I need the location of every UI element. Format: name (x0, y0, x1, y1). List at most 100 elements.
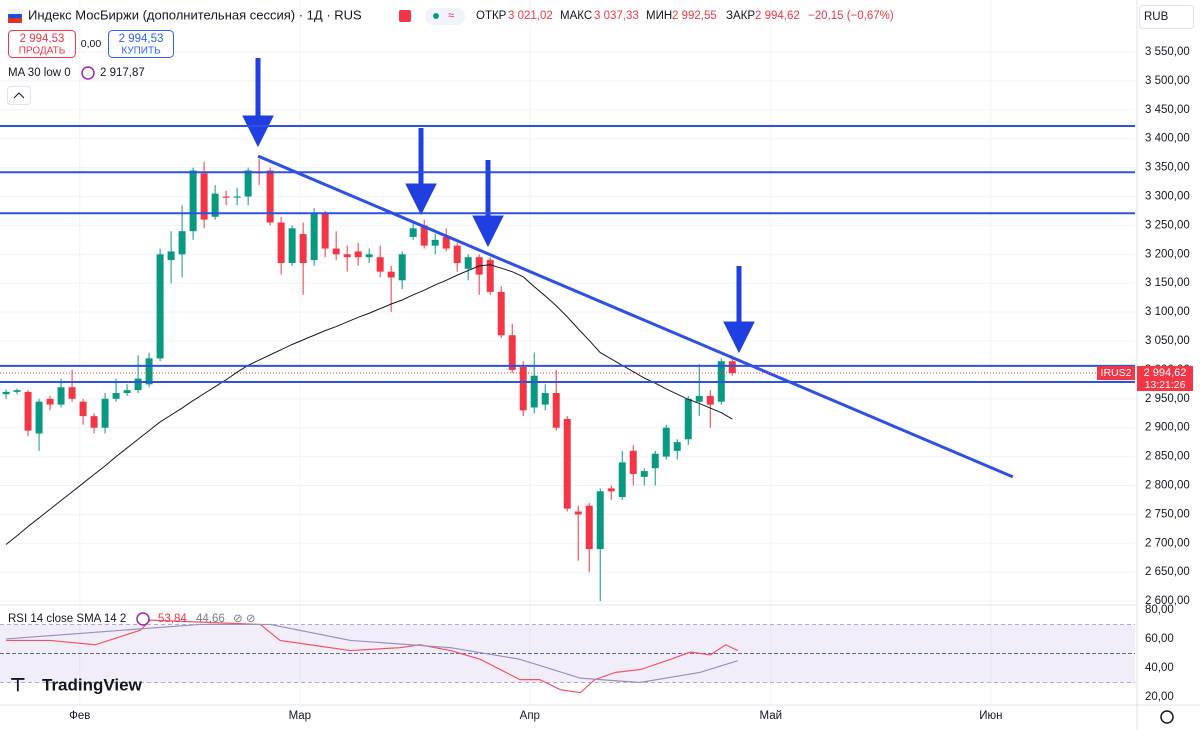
sell-label: ПРОДАТЬ (19, 46, 66, 57)
y-tick-label: 3 500,00 (1145, 75, 1190, 87)
y-tick-label: 3 350,00 (1145, 162, 1190, 174)
logo-mark: ⊤ (10, 675, 26, 695)
flag-stripe (8, 18, 22, 23)
price-tag-price: 2 994,62 (1144, 367, 1187, 379)
y-tick-label: 2 750,00 (1145, 508, 1190, 520)
candle-body (189, 170, 197, 232)
y-tick-label: 20,00 (1145, 691, 1174, 703)
candle-body (277, 222, 285, 263)
candle-body (728, 361, 736, 374)
candle-body (68, 387, 76, 399)
y-tick-label: 2 700,00 (1145, 537, 1190, 549)
price-tag (1137, 366, 1193, 392)
x-tick-label: Фев (69, 710, 90, 722)
sell-price: 2 994,53 (20, 33, 65, 45)
symbol-tag (1097, 366, 1135, 381)
candle-body (46, 398, 54, 405)
candle-body (596, 491, 604, 550)
high-label: МАКС (560, 10, 592, 22)
y-tick-label: 3 300,00 (1145, 191, 1190, 203)
candle-body (90, 416, 98, 428)
candle-body (24, 391, 32, 431)
candle-body (2, 391, 10, 395)
candle-body (453, 245, 461, 263)
y-tick-label: 2 950,00 (1145, 393, 1190, 405)
low-label: МИН (646, 10, 672, 22)
candle-body (541, 393, 549, 405)
y-tick-label: 2 900,00 (1145, 422, 1190, 434)
candle-body (211, 193, 219, 217)
x-tick-label: Апр (520, 710, 540, 722)
candle-body (563, 419, 571, 509)
rsi-icon[interactable] (136, 612, 150, 626)
candle-body (618, 462, 626, 498)
candle-body (178, 231, 186, 255)
candle-body (233, 196, 241, 198)
candle-body (321, 213, 329, 249)
candle-body (222, 196, 230, 198)
rsi-sma-value: 44,66 (196, 613, 225, 625)
close-label: ЗАКР (726, 10, 755, 22)
status-dot (433, 13, 439, 19)
spread: 0,00 (81, 38, 102, 50)
sell-button[interactable] (8, 30, 76, 58)
candle-body (464, 257, 472, 269)
collapse-button[interactable] (7, 86, 31, 105)
candle-body (442, 236, 450, 249)
currency-button[interactable] (1139, 5, 1194, 29)
settings-icon[interactable] (1160, 710, 1174, 724)
candle-body (57, 387, 65, 405)
buy-button[interactable] (108, 30, 174, 58)
trend-line (257, 154, 1014, 479)
candle-body (145, 358, 153, 385)
y-tick-label: 3 550,00 (1145, 46, 1190, 58)
candle-body (607, 488, 615, 492)
candle-body (288, 228, 296, 263)
y-tick-label: 80,00 (1145, 604, 1174, 616)
alert-icon[interactable] (399, 10, 411, 22)
low-value: 2 992,55 (672, 10, 717, 22)
candle-body (519, 367, 527, 411)
candle-body (376, 257, 384, 272)
plot-layer (0, 0, 1135, 705)
candle-body (299, 234, 307, 263)
candle-body (695, 395, 703, 402)
rsi-line (6, 623, 738, 684)
candle-body (431, 239, 439, 246)
rsi-line (6, 619, 739, 694)
y-tick-label: 3 200,00 (1145, 248, 1190, 260)
y-tick-label: 3 100,00 (1145, 306, 1190, 318)
symbol-tag-text: IRUS2 (1101, 367, 1132, 379)
currency: RUB (1144, 11, 1169, 23)
candle-body (387, 271, 395, 278)
overlay-layer: 2 600,00 2 650,00 2 700,00 2 750,00 2 800,00… (0, 46, 1193, 722)
arrow-head (405, 183, 437, 216)
y-tick-label: 2 600,00 (1145, 595, 1190, 607)
ma-icon[interactable] (81, 66, 95, 80)
candle-body (673, 442, 681, 451)
price-tag-time: 13:21:26 (1145, 379, 1186, 391)
arrow-head (472, 215, 504, 248)
candle-body (585, 505, 593, 550)
ma-label: MA 30 low 0 (8, 67, 71, 79)
chart-title: Индекс МосБиржи (дополнительная сессия) … (28, 7, 362, 22)
arrow-head (723, 321, 755, 354)
arrow-head (242, 115, 274, 148)
open-label: ОТКР (476, 10, 507, 22)
candle-body (552, 393, 560, 428)
status-pill[interactable] (425, 8, 465, 25)
candle-body (629, 450, 637, 474)
logo: TradingView (42, 675, 143, 694)
candle-body (706, 395, 714, 405)
candle-body (651, 453, 659, 469)
y-tick-label: 2 800,00 (1145, 480, 1190, 492)
candle-body (365, 254, 373, 258)
candle-body (79, 401, 87, 417)
candle-body (332, 248, 340, 255)
y-tick-label: 3 400,00 (1145, 133, 1190, 145)
candle-body (684, 398, 692, 440)
x-tick-label: Июн (979, 710, 1002, 722)
candle-body (35, 401, 43, 434)
candle-body (662, 427, 670, 457)
